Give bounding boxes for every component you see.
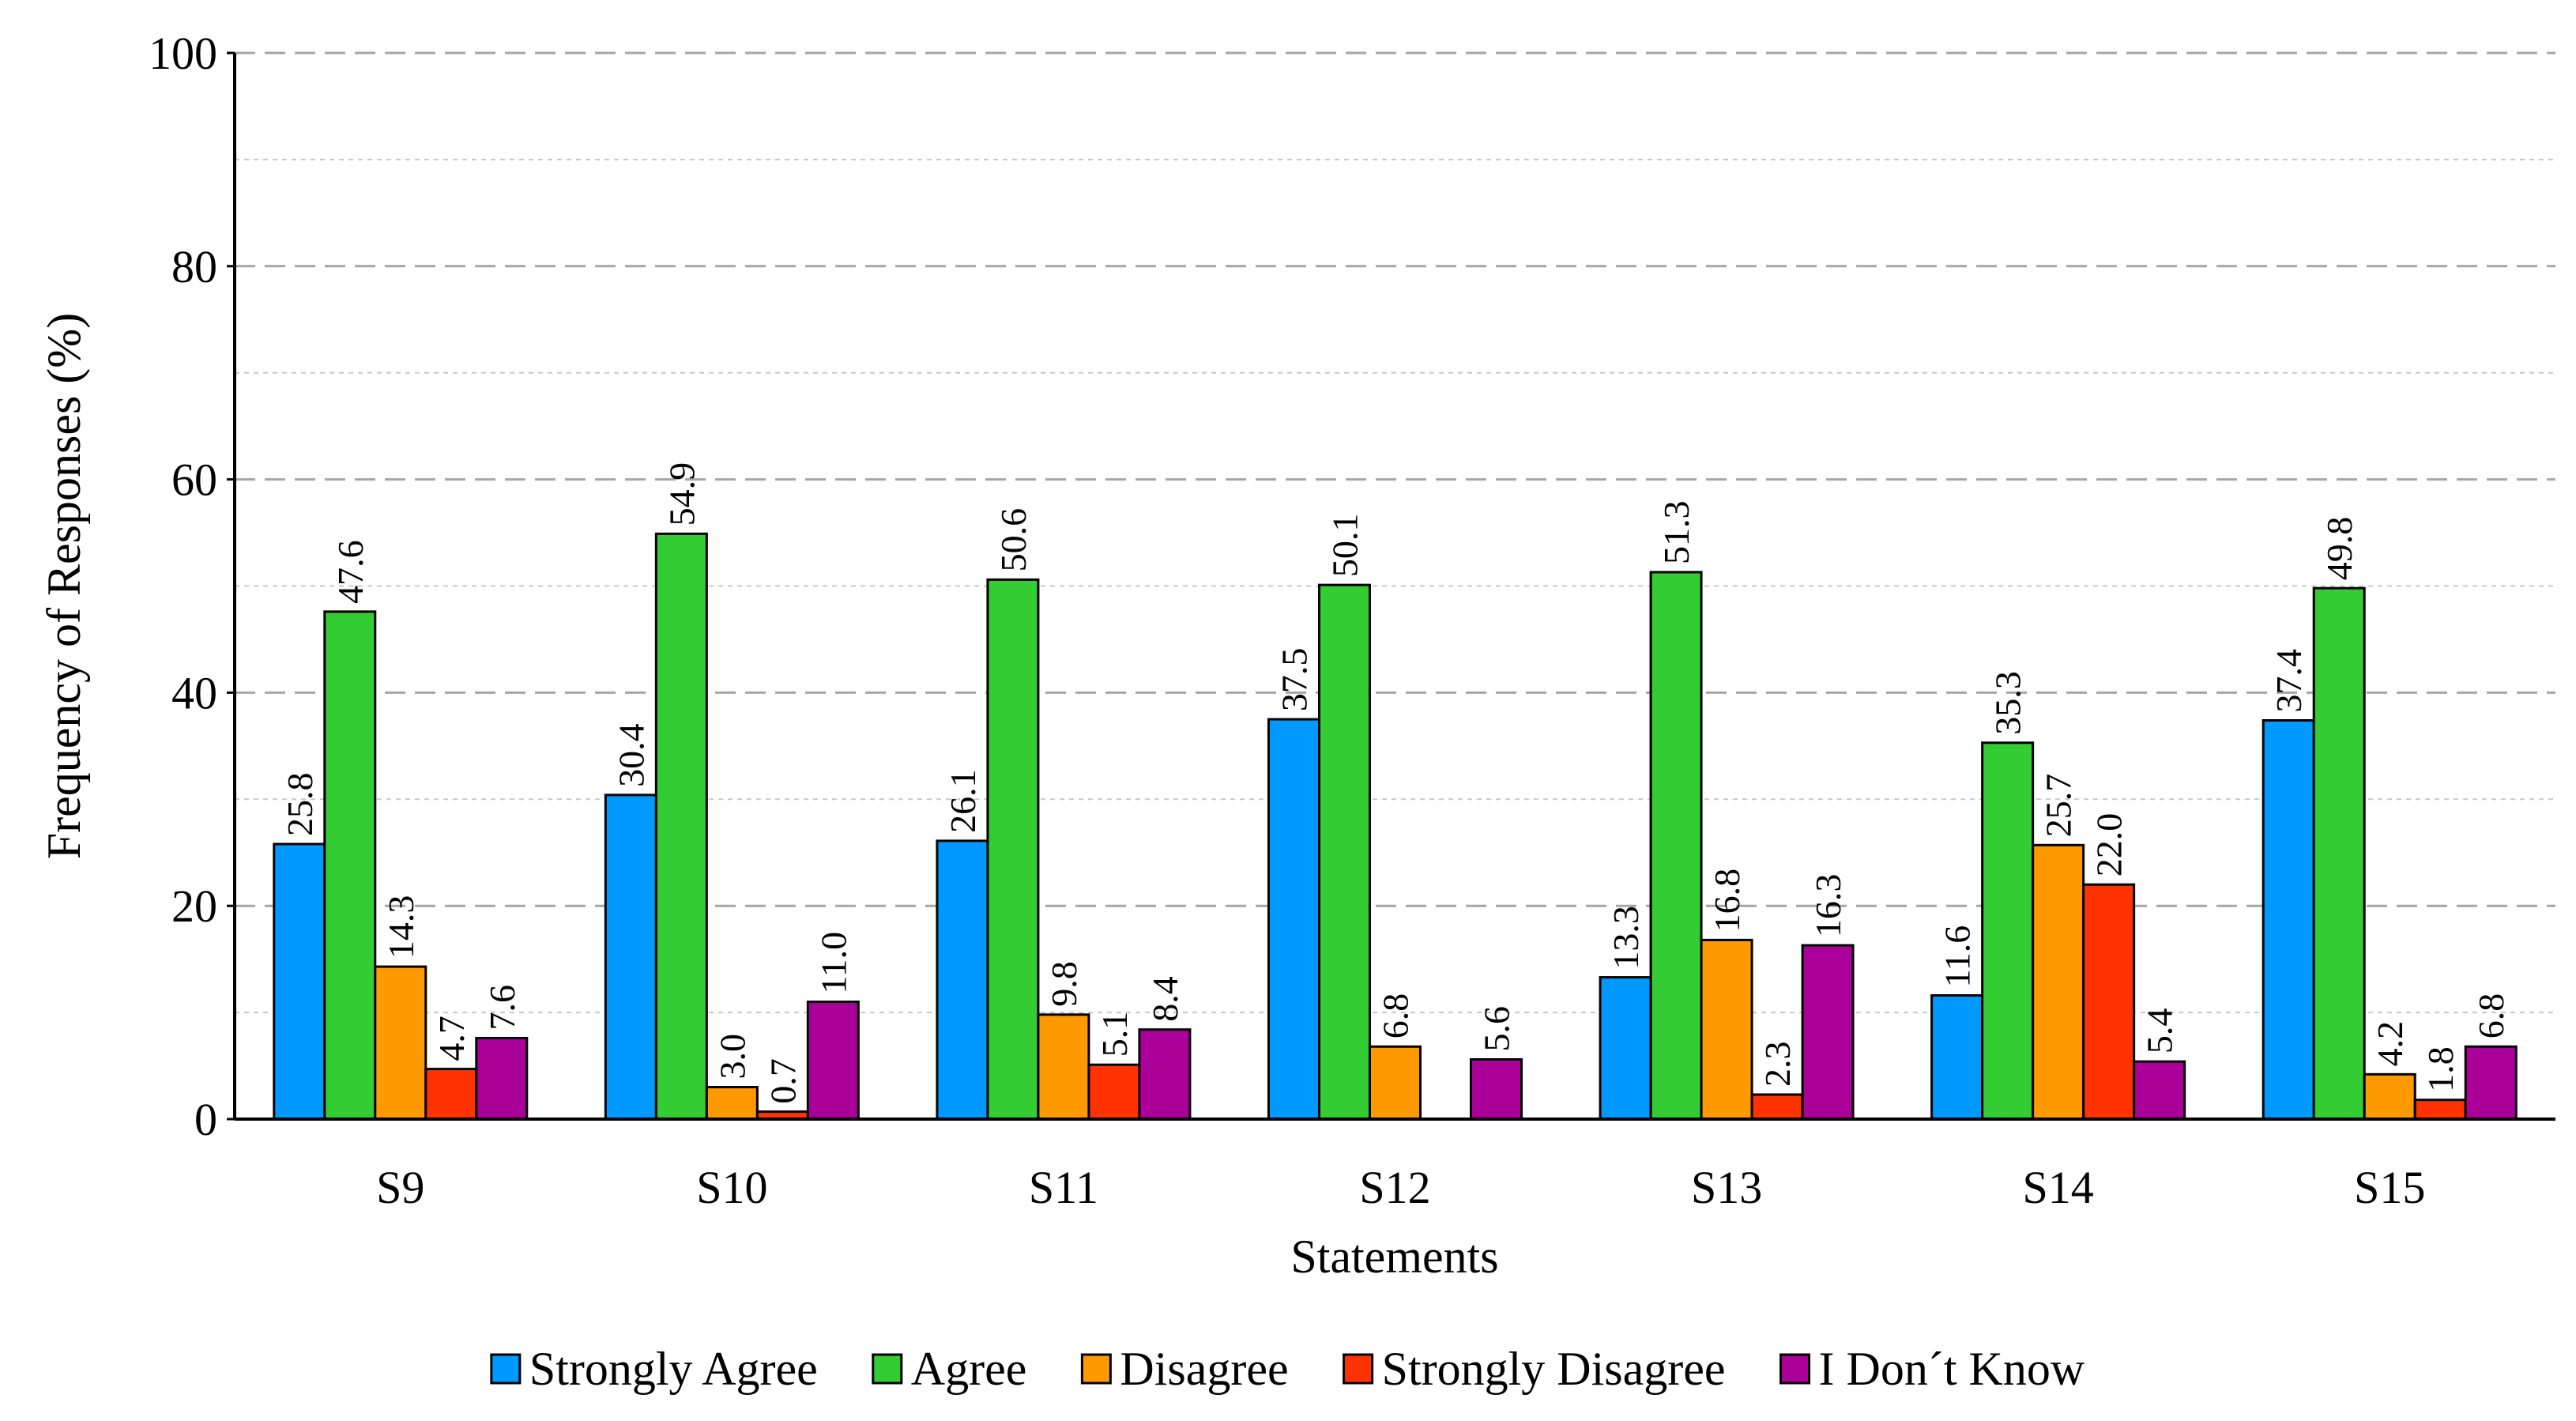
legend-swatch-strongly-disagree: [1343, 1353, 1374, 1385]
bar-disagree-s9: [374, 965, 427, 1121]
data-label: 11.6: [1938, 925, 1978, 988]
bar-disagree-s11: [1037, 1013, 1090, 1121]
bar-strongly-disagree-s11: [1087, 1063, 1141, 1121]
data-label: 6.8: [1376, 993, 1416, 1039]
legend-label-i-don-t-know: I Don´t Know: [1819, 1343, 2085, 1395]
bar-i-don-t-know-s13: [1801, 944, 1855, 1121]
bar-disagree-s14: [2032, 843, 2085, 1121]
data-label: 4.7: [431, 1016, 472, 1061]
x-tick-label: S9: [376, 1162, 424, 1213]
data-label: 50.1: [1325, 514, 1365, 578]
bar-disagree-s10: [705, 1086, 759, 1121]
data-label: 47.6: [330, 540, 371, 604]
bar-strongly-agree-s10: [604, 793, 657, 1121]
data-label: 35.3: [1988, 671, 2028, 735]
data-label: 5.4: [2140, 1008, 2180, 1054]
legend-swatch-disagree: [1080, 1353, 1112, 1385]
y-tick-label: 20: [171, 880, 217, 932]
bar-strongly-agree-s12: [1267, 718, 1320, 1121]
data-label: 6.8: [2471, 993, 2511, 1039]
bar-disagree-s15: [2363, 1072, 2416, 1121]
bar-agree-s12: [1318, 583, 1371, 1121]
data-label: 26.1: [943, 769, 983, 833]
bar-strongly-agree-s13: [1599, 976, 1652, 1121]
bar-agree-s10: [654, 532, 708, 1121]
y-tick-label: 80: [171, 241, 217, 292]
data-label: 7.6: [482, 985, 522, 1031]
bar-agree-s11: [986, 578, 1040, 1121]
data-label: 3.0: [712, 1034, 752, 1080]
bar-strongly-disagree-s14: [2082, 883, 2136, 1121]
y-tick-label: 100: [149, 28, 217, 79]
legend-swatch-i-don-t-know: [1779, 1353, 1811, 1385]
legend-label-disagree: Disagree: [1120, 1343, 1288, 1395]
data-label: 4.2: [2370, 1021, 2410, 1067]
gridlines: [235, 51, 2555, 1014]
x-tick-label: S11: [1029, 1162, 1098, 1213]
x-tick-label: S10: [696, 1162, 767, 1213]
data-label: 5.1: [1094, 1012, 1135, 1057]
bars: [273, 532, 2518, 1121]
data-label: 30.4: [611, 723, 651, 787]
y-tick-label: 40: [171, 667, 217, 718]
bar-i-don-t-know-s15: [2464, 1045, 2518, 1121]
bar-i-don-t-know-s9: [475, 1036, 529, 1121]
bar-strongly-disagree-s15: [2413, 1099, 2467, 1121]
bar-disagree-s13: [1700, 938, 1753, 1121]
bar-agree-s13: [1649, 571, 1703, 1121]
data-label: 9.8: [1044, 961, 1084, 1007]
x-axis-title: Statements: [1290, 1231, 1498, 1283]
data-label: 5.6: [1477, 1006, 1517, 1052]
data-label: 8.4: [1145, 976, 1185, 1022]
x-tick-label: S15: [2354, 1162, 2425, 1213]
data-label: 11.0: [813, 932, 853, 994]
legend-label-agree: Agree: [911, 1343, 1027, 1395]
data-label: 49.8: [2319, 517, 2359, 581]
y-axis-title: Frequency of Responses (%): [38, 313, 90, 860]
y-tick-label: 60: [171, 454, 217, 506]
legend-label-strongly-agree: Strongly Agree: [529, 1343, 818, 1395]
data-label: 25.8: [280, 772, 320, 836]
data-label: 22.0: [2089, 813, 2130, 877]
y-tick-label: 0: [194, 1094, 217, 1145]
data-label: 0.7: [763, 1058, 803, 1104]
data-label: 25.7: [2039, 774, 2079, 838]
data-label: 16.3: [1808, 874, 1848, 938]
data-label: 13.3: [1606, 906, 1646, 970]
bar-i-don-t-know-s10: [806, 1001, 860, 1121]
data-label: 54.9: [661, 462, 702, 526]
legend-swatch-strongly-agree: [490, 1353, 522, 1385]
data-labels: 25.8 30.4 26.1 37.5 13.3 11.6 37.4 47.6 54.9 50.6…: [280, 462, 2511, 1104]
bar-i-don-t-know-s12: [1470, 1057, 1523, 1121]
bar-strongly-agree-s11: [936, 839, 989, 1121]
bar-strongly-agree-s9: [273, 842, 326, 1121]
bar-strongly-agree-s15: [2262, 718, 2315, 1121]
data-label: 37.5: [1275, 648, 1315, 712]
x-tick-label: S12: [1359, 1162, 1430, 1213]
bar-agree-s9: [323, 610, 377, 1121]
bar-strongly-disagree-s13: [1750, 1093, 1804, 1121]
data-label: 51.3: [1656, 500, 1697, 564]
axes: 0 20 40 60 80 100 S9 S10 S11 S12 S13 S14 S15 Statemen…: [38, 28, 2555, 1283]
data-label: 50.6: [993, 508, 1034, 572]
bar-agree-s14: [1981, 741, 2035, 1121]
data-label: 1.8: [2420, 1046, 2461, 1092]
bar-i-don-t-know-s11: [1138, 1028, 1192, 1121]
data-label: 37.4: [2269, 649, 2309, 713]
legend: Strongly Agree Agree Disagree Strongly Disa…: [490, 1343, 2085, 1395]
x-tick-label: S13: [1691, 1162, 1762, 1213]
legend-swatch-agree: [872, 1353, 903, 1385]
bar-i-don-t-know-s14: [2133, 1060, 2186, 1121]
bar-disagree-s12: [1369, 1045, 1422, 1121]
legend-label-strongly-disagree: Strongly Disagree: [1382, 1343, 1726, 1395]
bar-strongly-disagree-s9: [424, 1068, 478, 1121]
x-tick-label: S14: [2023, 1162, 2094, 1213]
bar-agree-s15: [2312, 586, 2366, 1121]
data-label: 2.3: [1757, 1041, 1798, 1087]
data-label: 16.8: [1707, 869, 1747, 933]
bar-strongly-agree-s14: [1930, 994, 1984, 1121]
data-label: 14.3: [381, 895, 421, 959]
